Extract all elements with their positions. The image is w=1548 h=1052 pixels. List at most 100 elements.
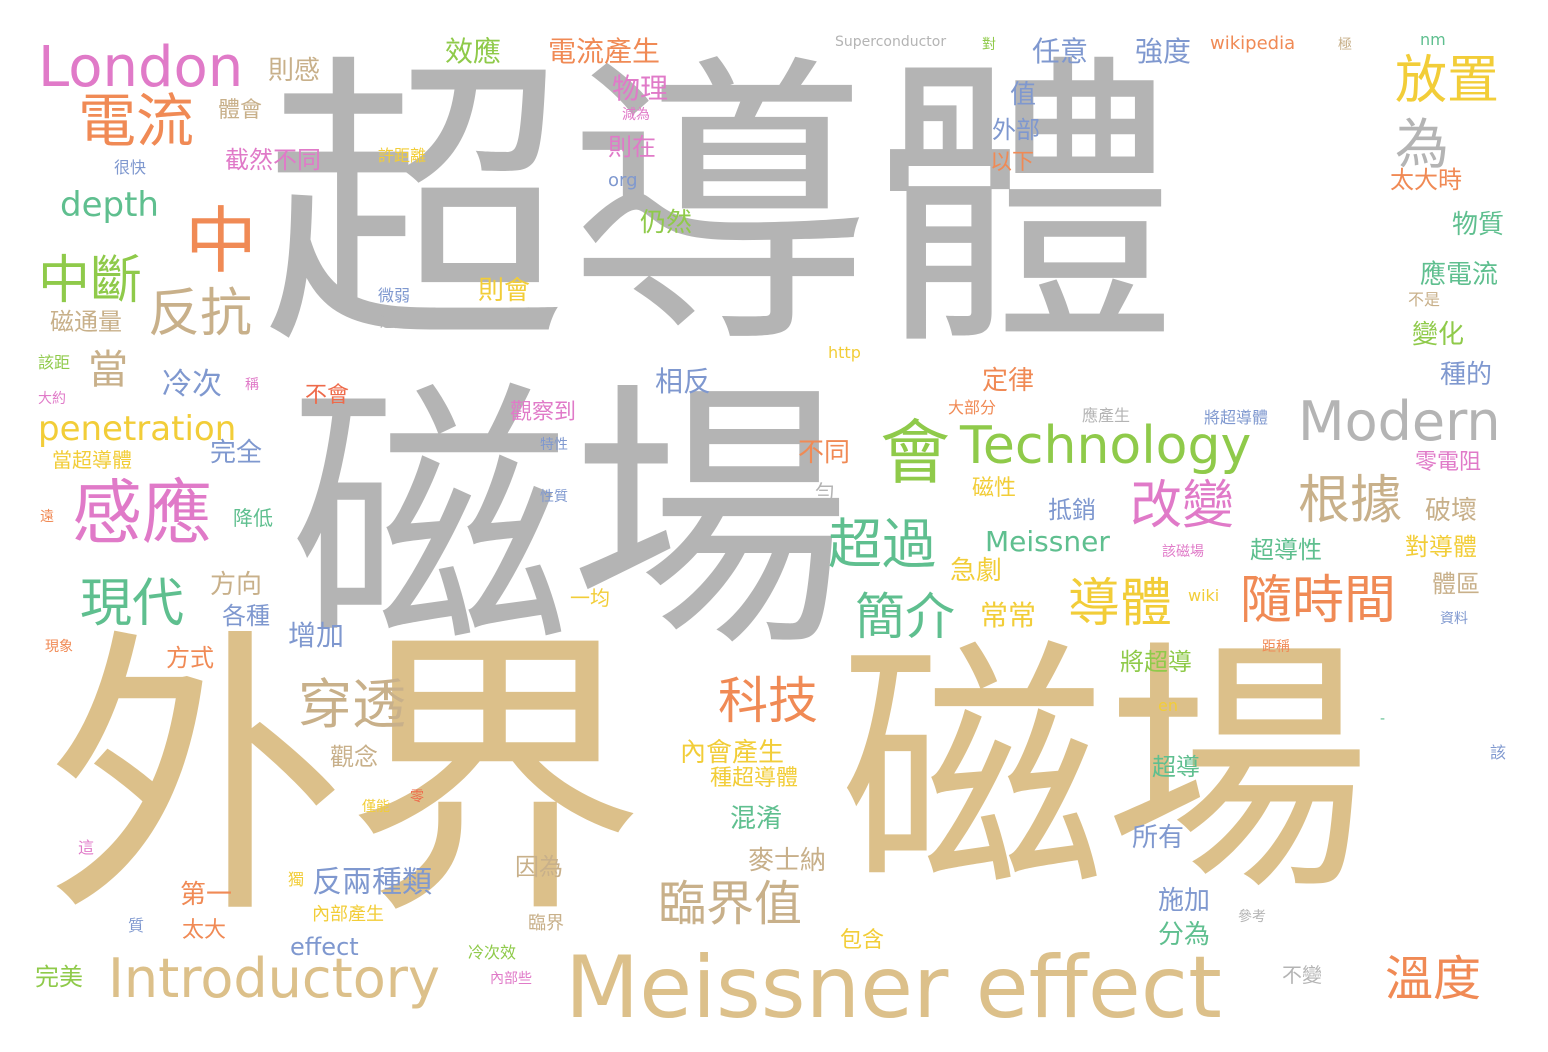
word: 截然不同	[225, 146, 321, 174]
word: penetration	[38, 409, 237, 449]
word: 方向	[210, 570, 263, 600]
word: 磁性	[972, 476, 1017, 501]
word: 性質	[540, 489, 568, 505]
word: 體會	[218, 98, 263, 123]
word: 觀察到	[510, 400, 577, 425]
word: 穿透	[298, 673, 406, 736]
word: en	[1158, 696, 1178, 715]
word: 勻	[815, 480, 835, 504]
word: 感應	[72, 472, 212, 554]
word: 種超導體	[710, 766, 799, 791]
word: 應產生	[1082, 406, 1131, 425]
word: 反抗	[148, 284, 253, 344]
word: 太大時	[1390, 166, 1462, 194]
word: 任意	[1032, 35, 1089, 68]
word: 當超導體	[52, 448, 132, 472]
word: 大部分	[948, 398, 997, 417]
word: 科技	[718, 672, 818, 730]
word: 太大	[182, 918, 227, 943]
word: 降低	[233, 506, 273, 530]
word: 該距	[38, 353, 71, 372]
word: 第一	[180, 880, 233, 910]
word: 稱	[245, 377, 259, 393]
word: 破壞	[1425, 496, 1478, 526]
word: 大約	[38, 391, 66, 407]
word: 質	[128, 916, 145, 935]
word: 隨時間	[1240, 571, 1397, 631]
word: 磁通量	[50, 308, 122, 336]
word: 資料	[1440, 611, 1468, 627]
word: 磁場	[290, 359, 850, 685]
word: 外界	[45, 605, 645, 954]
word: 內部產生	[312, 904, 384, 925]
word: 將超導體	[1204, 408, 1269, 427]
word: 完全	[210, 438, 263, 468]
word: 方式	[166, 644, 214, 672]
word: 外部	[992, 116, 1040, 144]
word: 簡介	[855, 588, 955, 646]
word: 急劇	[950, 556, 1003, 586]
word: 因為	[515, 853, 563, 881]
word: depth	[60, 185, 159, 225]
word: 相反	[655, 365, 712, 398]
word: 中斷	[38, 251, 143, 311]
word: 反兩種類	[312, 865, 432, 900]
word: 僅能	[362, 799, 390, 815]
word: 一均	[570, 586, 610, 610]
word: 變化	[1412, 320, 1465, 350]
word: nm	[1420, 30, 1446, 49]
word: 當	[88, 347, 128, 393]
word: 觀念	[330, 743, 378, 771]
word: 包含	[840, 928, 885, 953]
word: 則在	[608, 133, 656, 161]
word: 物理	[612, 72, 669, 105]
word: 現代	[80, 574, 185, 634]
word: 溫度	[1385, 951, 1482, 1007]
word: 各種	[222, 602, 270, 630]
word: 則會	[478, 276, 531, 306]
word: 分為	[1158, 920, 1211, 950]
word: 會	[880, 412, 950, 494]
word: 不會	[305, 383, 350, 408]
word: 超過	[828, 513, 936, 576]
word: 距稱	[1262, 639, 1290, 655]
word: 獨	[288, 870, 305, 889]
word: 不變	[1282, 963, 1322, 987]
word: 體區	[1432, 570, 1480, 598]
word: 常常	[980, 599, 1037, 632]
word: 物質	[1452, 210, 1505, 240]
word: 遠	[40, 509, 54, 525]
word: 為	[1395, 113, 1449, 176]
word: 超導體	[262, 30, 1177, 385]
word: 抵銷	[1048, 496, 1096, 524]
word: org	[608, 170, 638, 191]
word: 增加	[288, 619, 345, 652]
word: 現象	[45, 639, 73, 655]
word: 不同	[798, 438, 851, 468]
word: 還是	[380, 315, 408, 331]
word: wiki	[1188, 586, 1220, 605]
word: 放置	[1395, 51, 1500, 111]
word: 對	[982, 37, 996, 53]
word: 應電流	[1420, 260, 1499, 290]
word: Superconductor	[835, 34, 947, 50]
word: 電流	[78, 87, 195, 155]
word: Technology	[960, 416, 1252, 476]
word: 臨界	[528, 913, 564, 934]
word: 很快	[114, 158, 147, 177]
word: 內會產生	[680, 738, 785, 768]
word: wikipedia	[1210, 33, 1296, 54]
word: 該磁場	[1162, 544, 1204, 560]
word: 許距離	[378, 146, 427, 165]
word: 內部些	[490, 971, 532, 987]
word: 臨界值	[658, 876, 803, 932]
word: 則感	[268, 56, 321, 86]
word: http	[828, 343, 861, 362]
word: -	[1380, 711, 1386, 727]
word: 超導	[1152, 753, 1200, 781]
word: 對導體	[1405, 533, 1477, 561]
word: 值	[1010, 80, 1037, 110]
word: 改變	[1130, 476, 1235, 536]
word: 微弱	[378, 286, 411, 305]
word: 極	[1338, 37, 1352, 53]
